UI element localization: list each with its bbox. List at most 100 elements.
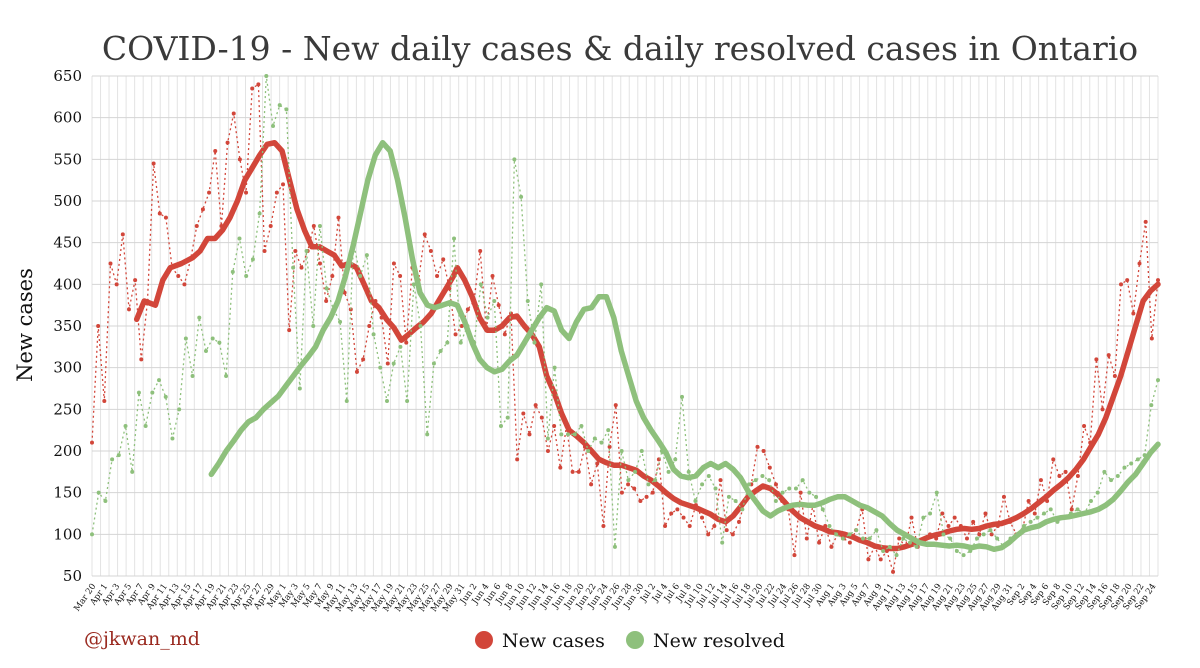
daily-point (1102, 469, 1107, 474)
daily-point (1122, 465, 1127, 470)
daily-point (490, 274, 495, 278)
daily-point (760, 474, 765, 478)
y-tick-label: 350 (53, 317, 82, 335)
daily-point (897, 536, 902, 541)
daily-point (371, 332, 376, 337)
daily-point (1115, 474, 1120, 478)
credit-handle: @jkwan_md (84, 628, 200, 650)
daily-point (566, 432, 571, 437)
daily-point (940, 511, 945, 516)
daily-point (941, 532, 946, 537)
daily-point (250, 86, 255, 91)
daily-point (798, 490, 803, 495)
daily-point (834, 532, 839, 537)
daily-point (108, 261, 113, 266)
daily-point (163, 215, 168, 220)
daily-point (740, 507, 745, 512)
daily-point (1156, 378, 1160, 383)
daily-point (182, 282, 187, 287)
daily-point (170, 436, 175, 441)
daily-point (1042, 511, 1047, 516)
daily-point (297, 386, 302, 391)
daily-point (177, 407, 182, 412)
daily-point (431, 361, 436, 366)
daily-point (579, 424, 584, 428)
daily-point (1038, 478, 1043, 483)
daily-point (619, 490, 624, 495)
daily-point (700, 482, 705, 487)
daily-point (336, 215, 341, 220)
daily-point (891, 569, 896, 574)
daily-point (293, 249, 298, 253)
daily-line (91, 75, 1159, 557)
daily-point (268, 224, 273, 228)
daily-point (102, 399, 107, 403)
daily-point (964, 536, 969, 541)
daily-point (995, 536, 1000, 541)
daily-point (133, 278, 138, 283)
daily-point (606, 428, 611, 433)
daily-point (773, 499, 778, 503)
daily-point (136, 390, 141, 395)
daily-point (496, 303, 501, 308)
daily-point (338, 319, 343, 324)
daily-point (465, 307, 470, 312)
daily-point (1143, 219, 1148, 224)
daily-point (638, 499, 643, 503)
daily-point (1135, 457, 1140, 462)
daily-point (213, 149, 218, 153)
daily-point (693, 499, 698, 503)
daily-point (231, 111, 236, 116)
daily-point (492, 299, 497, 303)
legend-label-new-cases: New cases (502, 630, 605, 652)
daily-point (391, 261, 396, 266)
daily-point (1057, 474, 1062, 478)
daily-point (552, 365, 557, 370)
y-axis-label: New cases (13, 268, 37, 382)
daily-point (866, 557, 871, 562)
series-new-resolved (90, 74, 1161, 558)
daily-point (686, 469, 691, 474)
daily-point (921, 515, 926, 520)
y-tick-label: 650 (53, 67, 82, 85)
daily-point (378, 365, 383, 370)
daily-point (761, 449, 766, 453)
y-axis-ticks: 50 100 150 200 250 300 350 400 450 500 550 600 650 (53, 67, 82, 585)
daily-point (458, 340, 463, 345)
daily-point (150, 390, 155, 395)
daily-point (291, 265, 296, 270)
daily-point (989, 532, 994, 537)
daily-point (299, 265, 304, 270)
daily-point (847, 532, 852, 537)
daily-point (311, 324, 316, 328)
daily-point (521, 411, 526, 416)
daily-point (907, 540, 912, 545)
daily-point (914, 544, 919, 549)
daily-point (773, 482, 778, 487)
y-tick-label: 500 (53, 192, 82, 210)
daily-point (264, 74, 269, 78)
daily-point (952, 515, 957, 520)
daily-point (116, 453, 121, 458)
y-tick-label: 400 (53, 275, 82, 293)
daily-point (539, 415, 544, 420)
daily-point (1028, 519, 1033, 524)
daily-point (1075, 507, 1080, 512)
daily-point (1112, 374, 1117, 378)
daily-point (720, 540, 725, 545)
daily-point (793, 486, 798, 491)
daily-point (977, 532, 982, 537)
daily-point (679, 394, 684, 399)
daily-point (1001, 494, 1006, 499)
daily-point (478, 282, 483, 287)
daily-point (230, 269, 235, 274)
daily-point (330, 274, 335, 278)
daily-point (1125, 278, 1130, 283)
daily-point (586, 449, 591, 453)
daily-point (545, 449, 550, 453)
daily-point (753, 478, 758, 483)
daily-point (485, 315, 490, 320)
daily-point (954, 549, 959, 553)
daily-point (262, 249, 267, 253)
daily-point (505, 415, 510, 420)
